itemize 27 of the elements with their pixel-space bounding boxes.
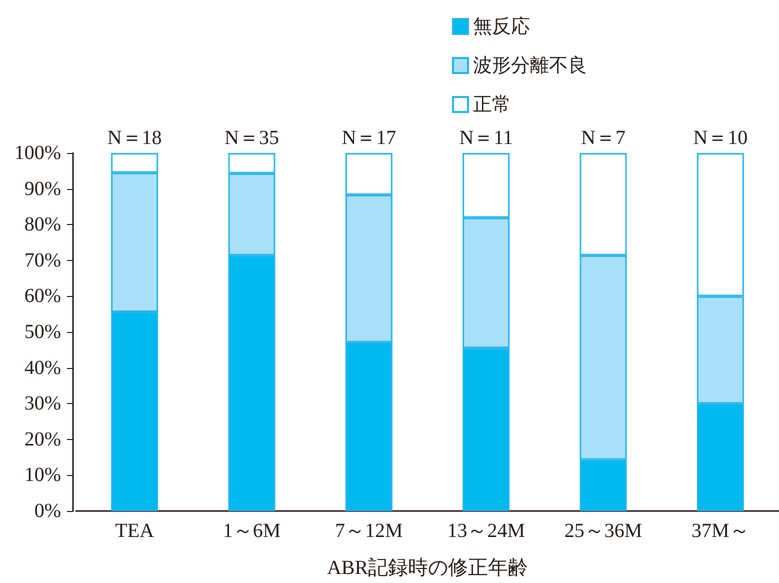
x-tick-label: 37M～ (692, 520, 750, 542)
x-tick-label: 13～24M (447, 520, 526, 542)
legend-label: 正常 (473, 94, 511, 116)
annotation: N＝18 (107, 127, 162, 149)
x-tick-label: 25～36M (564, 520, 642, 542)
y-tick-label: 30% (24, 392, 61, 415)
y-tick-label: 60% (24, 285, 61, 308)
annotation: N＝17 (342, 127, 396, 149)
y-tick-label: 90% (24, 178, 61, 200)
x-axis-title: ABR記録時の修正年齢 (326, 557, 528, 579)
y-tick-label: 10% (24, 464, 61, 486)
annotation: N＝7 (581, 127, 626, 149)
legend-label: 無反応 (473, 16, 530, 38)
y-tick-label: 80% (24, 214, 61, 236)
y-tick-label: 50% (24, 321, 61, 343)
annotation: N＝10 (693, 127, 748, 149)
x-tick-label: TEA (115, 520, 155, 542)
annotation: N＝35 (224, 127, 279, 149)
y-tick-label: 70% (24, 249, 61, 272)
y-tick-label: 40% (24, 356, 61, 379)
x-tick-label: 7～12M (335, 520, 404, 542)
y-tick-label: 0% (34, 500, 61, 522)
y-tick-label: 100% (14, 142, 61, 164)
legend-label: 波形分離不良 (473, 54, 587, 76)
y-tick-label: 20% (24, 428, 61, 450)
annotation: N＝11 (459, 127, 513, 149)
x-tick-label: 1～6M (222, 520, 281, 542)
